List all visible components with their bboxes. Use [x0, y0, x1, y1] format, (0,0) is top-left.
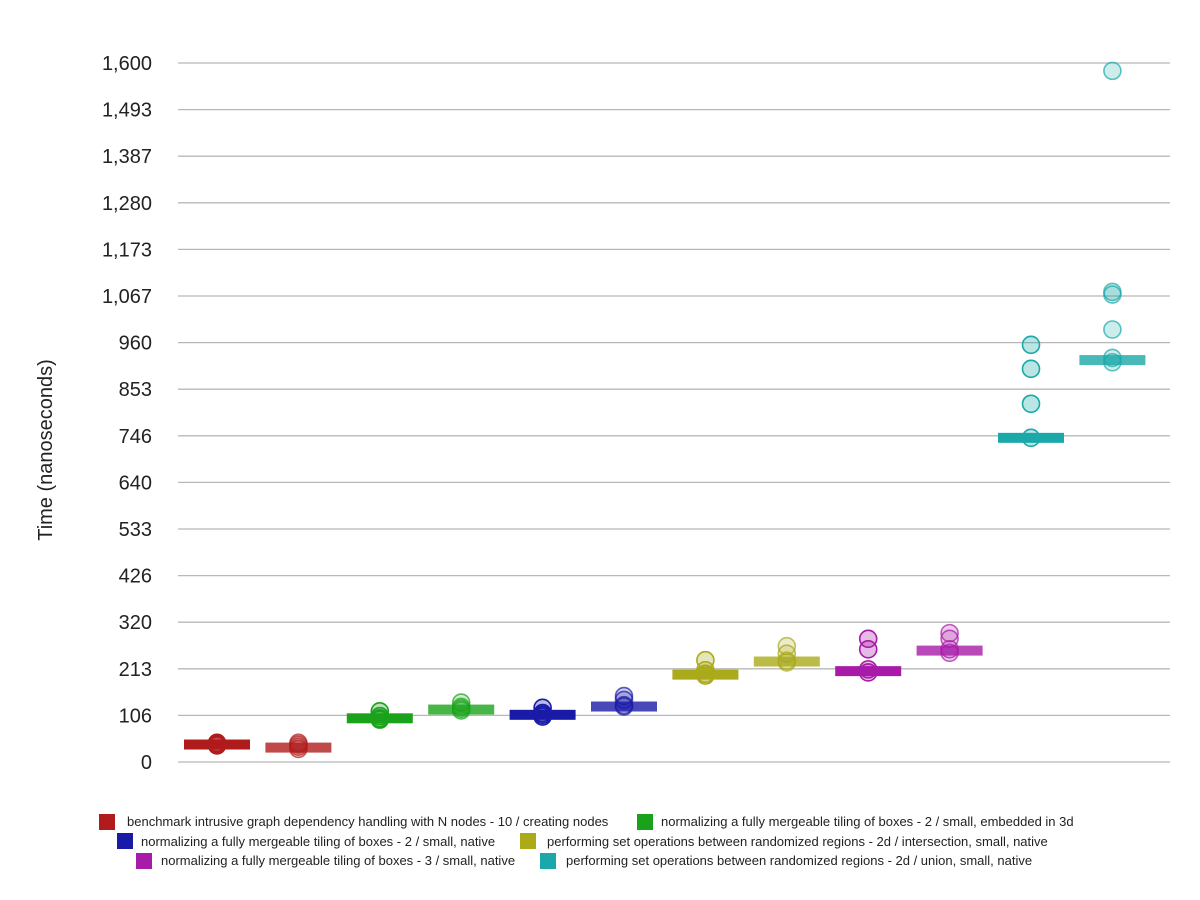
- legend-item: performing set operations between random…: [520, 833, 1048, 849]
- series-group: [998, 335, 1064, 448]
- y-tick-label: 1,067: [102, 286, 152, 308]
- data-point: [1103, 61, 1122, 81]
- legend-swatch: [540, 853, 556, 869]
- median-bar: [509, 709, 576, 720]
- data-point: [777, 651, 797, 670]
- legend-item: performing set operations between random…: [540, 853, 1032, 869]
- data-point: [696, 650, 715, 670]
- legend-label: performing set operations between random…: [547, 834, 1048, 849]
- data-point: [1103, 348, 1122, 368]
- legend-item: normalizing a fully mergeable tiling of …: [637, 814, 1074, 830]
- series-group: [509, 698, 576, 726]
- data-point: [777, 636, 797, 656]
- data-point: [777, 644, 797, 663]
- y-tick-label: 1,600: [102, 53, 152, 75]
- median-bar: [184, 739, 250, 750]
- series-group: [672, 650, 739, 685]
- y-tick-label: 106: [119, 705, 152, 727]
- data-point: [940, 623, 959, 643]
- y-tick-label: 960: [119, 333, 152, 355]
- data-marks: [184, 61, 1146, 759]
- legend-label: normalizing a fully mergeable tiling of …: [141, 834, 495, 849]
- data-point: [1021, 335, 1041, 355]
- y-tick-label: 1,493: [102, 100, 152, 122]
- data-point: [858, 629, 878, 649]
- median-bar: [1079, 355, 1146, 366]
- median-bar: [346, 713, 413, 724]
- median-bar: [916, 645, 983, 656]
- legend-label: normalizing a fully mergeable tiling of …: [161, 853, 515, 868]
- data-point: [940, 639, 959, 659]
- data-point: [533, 703, 552, 723]
- median-bar: [428, 704, 495, 715]
- data-point: [940, 629, 959, 649]
- data-point: [614, 686, 634, 706]
- series-group: [428, 693, 495, 720]
- data-point: [207, 733, 227, 753]
- data-point: [370, 702, 390, 721]
- y-tick-label: 1,280: [102, 193, 152, 215]
- y-axis-label: Time (nanoseconds): [35, 359, 57, 541]
- series-group: [265, 733, 332, 759]
- data-point: [1021, 428, 1041, 448]
- data-point: [1103, 352, 1122, 372]
- data-point: [533, 698, 552, 718]
- data-point: [696, 660, 715, 680]
- median-bar: [265, 742, 332, 753]
- y-tick-label: 533: [119, 519, 152, 541]
- median-bar: [835, 666, 902, 677]
- data-point: [1021, 359, 1041, 379]
- y-tick-label: 640: [119, 472, 152, 494]
- legend: benchmark intrusive graph dependency han…: [99, 814, 1074, 869]
- legend-swatch: [99, 814, 115, 830]
- series-group: [346, 702, 413, 729]
- y-axis-ticks: 0 106 213 320 426 533 640 746 853 960 1,067 1,173 1,…: [102, 53, 152, 774]
- data-point: [1103, 282, 1122, 302]
- y-tick-label: 853: [119, 379, 152, 401]
- series-group: [835, 629, 902, 682]
- data-point: [370, 706, 390, 726]
- median-bar: [591, 701, 657, 712]
- y-tick-label: 1,173: [102, 239, 152, 261]
- legend-swatch: [136, 853, 152, 869]
- data-point: [858, 639, 878, 659]
- data-point: [451, 693, 471, 712]
- data-point: [289, 733, 308, 753]
- series-group: [753, 636, 820, 672]
- y-tick-label: 1,387: [102, 146, 152, 168]
- legend-label: performing set operations between random…: [566, 853, 1032, 868]
- series-group: [184, 733, 250, 755]
- y-tick-label: 426: [119, 566, 152, 588]
- series-group: [591, 686, 657, 716]
- data-point: [1021, 394, 1041, 414]
- legend-item: normalizing a fully mergeable tiling of …: [117, 833, 495, 849]
- data-point: [1103, 320, 1122, 339]
- data-point: [451, 697, 471, 717]
- legend-swatch: [117, 833, 133, 849]
- y-tick-label: 320: [119, 612, 152, 634]
- y-tick-label: 213: [119, 659, 152, 681]
- legend-swatch: [520, 833, 536, 849]
- legend-label: normalizing a fully mergeable tiling of …: [661, 814, 1074, 829]
- y-tick-label: 746: [119, 426, 152, 448]
- y-tick-label: 0: [141, 752, 152, 774]
- median-bar: [672, 669, 739, 680]
- legend-item: benchmark intrusive graph dependency han…: [99, 814, 609, 830]
- legend-swatch: [637, 814, 653, 830]
- grid-lines: [178, 62, 1170, 763]
- legend-item: normalizing a fully mergeable tiling of …: [136, 853, 515, 869]
- series-group: [916, 623, 983, 663]
- median-bar: [998, 432, 1064, 443]
- legend-label: benchmark intrusive graph dependency han…: [127, 814, 609, 829]
- series-group: [1079, 61, 1146, 372]
- data-point: [858, 660, 878, 679]
